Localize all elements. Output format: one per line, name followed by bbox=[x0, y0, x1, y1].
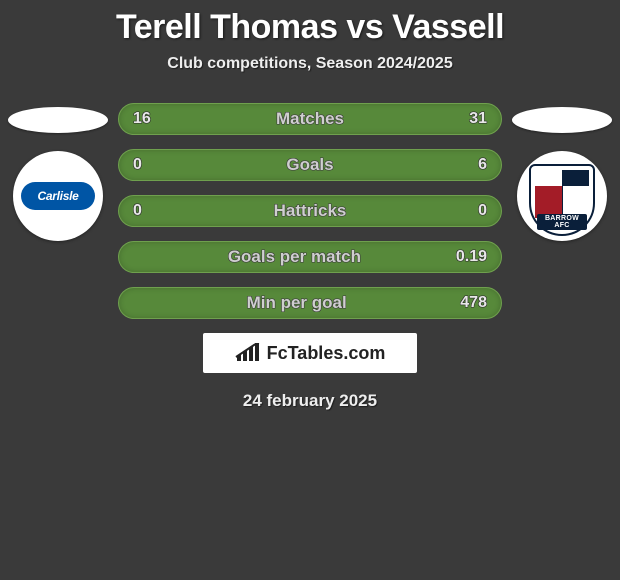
left-player-col: Carlisle bbox=[8, 103, 108, 241]
stat-label: Goals per match bbox=[228, 247, 361, 267]
stat-right-val: 0 bbox=[478, 202, 487, 220]
brand-logo-box[interactable]: FcTables.com bbox=[203, 333, 417, 373]
stat-left-val: 0 bbox=[133, 156, 142, 174]
club-badge-right: BARROW AFC bbox=[517, 151, 607, 241]
stat-label: Hattricks bbox=[274, 201, 347, 221]
page-subtitle: Club competitions, Season 2024/2025 bbox=[0, 55, 620, 73]
brand-text: FcTables.com bbox=[267, 343, 386, 364]
stat-right-val: 6 bbox=[478, 156, 487, 174]
content-row: Carlisle 16 Matches 31 0 Goals 6 0 Hattr… bbox=[0, 103, 620, 319]
stat-label: Matches bbox=[276, 109, 344, 129]
barrow-logo: BARROW AFC bbox=[529, 156, 595, 236]
stats-column: 16 Matches 31 0 Goals 6 0 Hattricks 0 Go… bbox=[108, 103, 512, 319]
country-flag-right bbox=[512, 107, 612, 133]
stat-row-goals: 0 Goals 6 bbox=[118, 149, 502, 181]
right-player-col: BARROW AFC bbox=[512, 103, 612, 241]
stat-row-hattricks: 0 Hattricks 0 bbox=[118, 195, 502, 227]
stat-left-val: 0 bbox=[133, 202, 142, 220]
comparison-widget: Terell Thomas vs Vassell Club competitio… bbox=[0, 0, 620, 440]
page-title: Terell Thomas vs Vassell bbox=[0, 8, 620, 47]
club-badge-left: Carlisle bbox=[13, 151, 103, 241]
stat-row-matches: 16 Matches 31 bbox=[118, 103, 502, 135]
stat-label: Goals bbox=[286, 155, 333, 175]
stat-right-val: 31 bbox=[469, 110, 487, 128]
carlisle-logo: Carlisle bbox=[21, 182, 95, 210]
date-text: 24 february 2025 bbox=[0, 391, 620, 411]
stat-right-val: 478 bbox=[460, 294, 487, 312]
stat-left-val: 16 bbox=[133, 110, 151, 128]
stat-right-val: 0.19 bbox=[456, 248, 487, 266]
stat-row-mpg: Min per goal 478 bbox=[118, 287, 502, 319]
country-flag-left bbox=[8, 107, 108, 133]
barrow-text: BARROW AFC bbox=[537, 214, 587, 230]
stat-row-gpm: Goals per match 0.19 bbox=[118, 241, 502, 273]
stat-label: Min per goal bbox=[247, 293, 347, 313]
chart-bars-icon bbox=[235, 343, 263, 363]
